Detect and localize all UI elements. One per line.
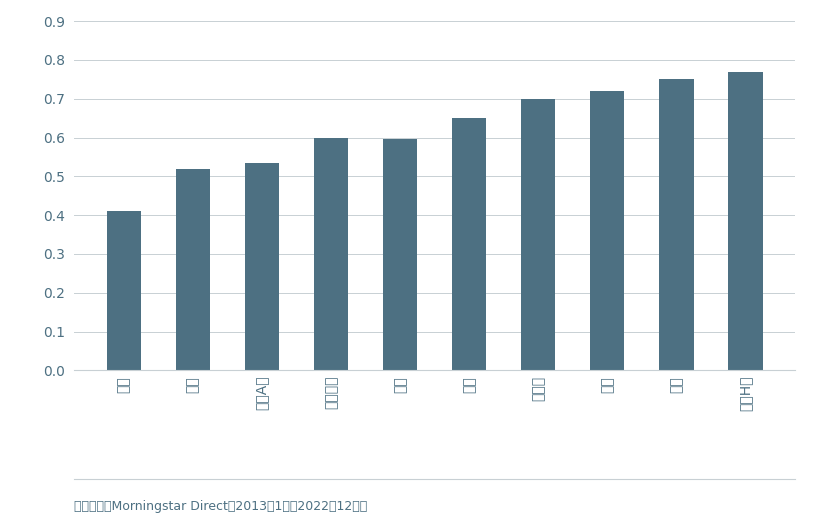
Bar <box>589 91 624 370</box>
Bar <box>244 163 279 370</box>
Bar <box>727 71 762 370</box>
Bar <box>106 211 141 370</box>
Bar <box>658 79 693 370</box>
Bar <box>314 138 348 370</box>
Bar <box>382 140 417 370</box>
Bar <box>520 99 554 370</box>
Bar <box>175 169 210 370</box>
Bar <box>451 118 486 370</box>
Text: 資料來源：Morningstar Direct。2013年1月至2022年12月。: 資料來源：Morningstar Direct。2013年1月至2022年12月… <box>74 500 367 513</box>
